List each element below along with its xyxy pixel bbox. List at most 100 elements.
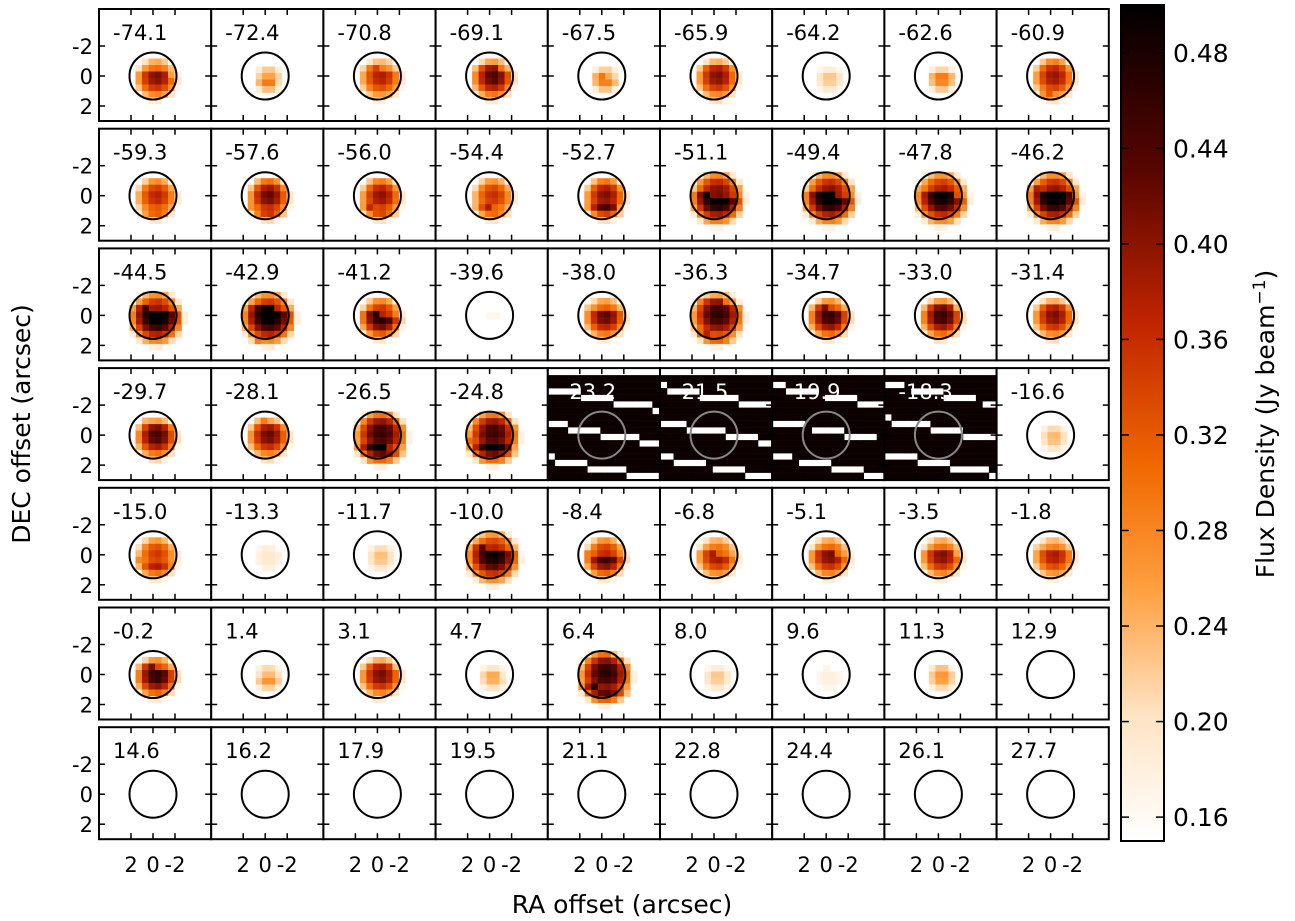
- emission-pixel: [610, 178, 618, 185]
- emission-pixel: [897, 414, 905, 421]
- emission-pixel: [1046, 537, 1053, 545]
- emission-pixel: [155, 184, 162, 192]
- emission-pixel: [723, 217, 730, 225]
- emission-pixel: [949, 472, 957, 480]
- emission-pixel: [645, 394, 653, 402]
- emission-pixel: [837, 459, 845, 467]
- emission-pixel: [745, 381, 752, 389]
- emission-pixel: [372, 297, 380, 305]
- emission-pixel: [248, 311, 255, 319]
- channel-panel: -69.1: [434, 8, 549, 122]
- emission-pixel: [639, 459, 647, 467]
- emission-pixel: [884, 407, 892, 415]
- emission-pixel: [600, 446, 608, 454]
- velocity-label: 8.0: [674, 620, 707, 644]
- emission-pixel: [946, 563, 954, 571]
- emission-pixel: [603, 217, 611, 224]
- emission-pixel: [155, 58, 162, 66]
- emission-pixel: [818, 453, 825, 460]
- colorbar-tick-label: 0.36: [1173, 325, 1229, 354]
- emission-pixel: [1046, 198, 1054, 205]
- emission-pixel: [863, 453, 871, 460]
- emission-pixel: [844, 381, 851, 389]
- emission-pixel: [472, 197, 479, 205]
- emission-pixel: [280, 443, 287, 451]
- emission-pixel: [491, 58, 499, 66]
- emission-pixel: [280, 437, 287, 444]
- emission-pixel: [772, 446, 780, 454]
- emission-pixel: [485, 583, 493, 591]
- emission-pixel: [580, 407, 588, 415]
- emission-pixel: [605, 73, 613, 80]
- emission-pixel: [254, 317, 262, 325]
- channel-panel: -38.0: [546, 247, 661, 362]
- emission-pixel: [697, 191, 704, 199]
- aperture-circle: [465, 51, 515, 101]
- emission-pixel: [499, 665, 507, 672]
- emission-pixel: [712, 433, 720, 441]
- aperture-circle: [352, 650, 402, 699]
- aperture-circle: [577, 530, 627, 580]
- emission-pixel: [597, 651, 605, 658]
- emission-pixel: [709, 537, 717, 545]
- emission-pixel: [261, 311, 268, 319]
- emission-pixel: [936, 401, 944, 408]
- emission-pixel: [850, 459, 858, 467]
- emission-pixel: [928, 671, 936, 679]
- panel-frame: [995, 127, 1110, 242]
- channel-panel: -28.1: [210, 367, 325, 482]
- emission-pixel: [927, 204, 935, 212]
- emission-pixel: [870, 459, 877, 467]
- emission-pixel: [580, 375, 588, 382]
- emission-pixel: [373, 463, 381, 471]
- emission-pixel: [385, 317, 393, 325]
- emission-pixel: [593, 414, 601, 421]
- emission-pixel: [604, 690, 612, 697]
- emission-pixel: [472, 71, 479, 79]
- emission-pixel: [372, 696, 380, 703]
- emission-pixel: [870, 414, 877, 421]
- aperture-circle: [913, 769, 963, 819]
- emission-pixel: [962, 381, 970, 389]
- emission-pixel: [155, 343, 163, 351]
- emission-pixel: [686, 446, 694, 454]
- emission-pixel: [719, 381, 726, 389]
- emission-pixel: [921, 198, 929, 205]
- velocity-label: -39.6: [450, 260, 504, 284]
- emission-pixel: [725, 453, 733, 460]
- emission-pixel: [837, 453, 845, 460]
- panel-frame: [995, 247, 1110, 362]
- emission-pixel: [904, 427, 912, 434]
- emission-pixel: [736, 317, 743, 325]
- emission-pixel: [359, 65, 367, 72]
- emission-pixel: [884, 427, 892, 434]
- emission-pixel: [616, 310, 624, 318]
- emission-pixel: [792, 401, 799, 408]
- emission-pixel: [652, 466, 660, 473]
- emission-pixels: [816, 665, 843, 692]
- emission-pixel: [697, 311, 704, 319]
- emission-pixel: [591, 677, 599, 684]
- emission-pixel: [785, 414, 793, 421]
- emission-pixel: [268, 545, 276, 553]
- emission-pixel: [584, 323, 592, 331]
- emission-pixel: [486, 312, 494, 320]
- emission-pixel: [129, 304, 137, 312]
- emission-pixel: [504, 71, 512, 79]
- emission-pixel: [792, 440, 799, 447]
- channel-panel: 6.4: [546, 606, 661, 721]
- emission-pixel: [254, 443, 261, 451]
- emission-pixel: [716, 569, 723, 577]
- emission-pixel: [891, 388, 899, 395]
- aperture-circle: [913, 51, 963, 101]
- emission-pixel: [168, 437, 175, 444]
- emission-pixel: [267, 456, 274, 464]
- emission-pixel: [142, 184, 149, 192]
- emission-pixel: [943, 433, 951, 441]
- aperture-circle: [577, 410, 627, 460]
- aperture-circle: [801, 410, 851, 460]
- emission-pixel: [360, 431, 368, 438]
- emission-pixel: [722, 65, 730, 72]
- emission-pixel: [280, 191, 287, 198]
- emission-pixel: [930, 466, 938, 473]
